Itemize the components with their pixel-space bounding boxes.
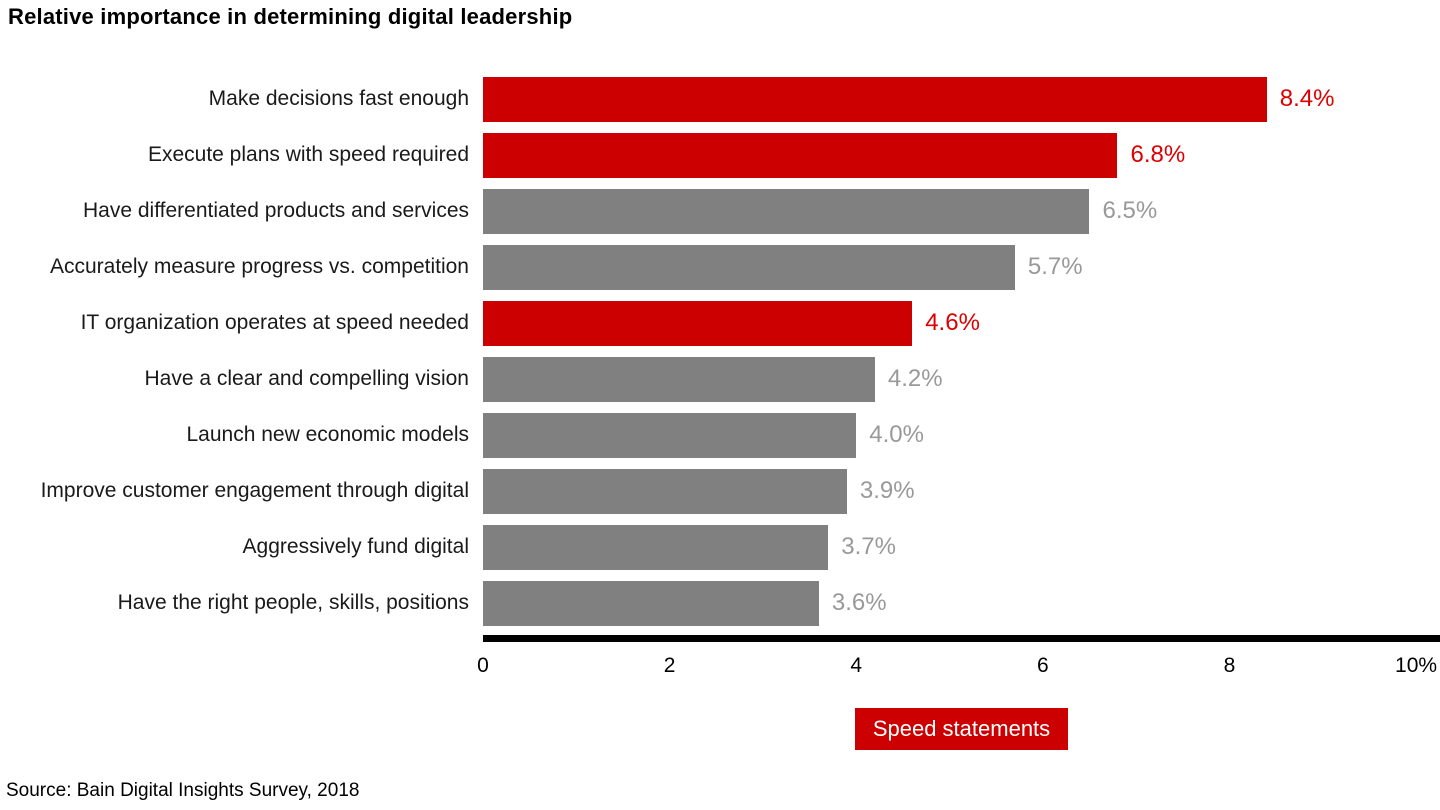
value-label: 4.2% <box>887 365 943 392</box>
x-tick-label: 8 <box>1223 654 1236 677</box>
category-label: Accurately measure progress vs. competit… <box>49 255 469 278</box>
bar-row: Have the right people, skills, positions… <box>0 575 1440 631</box>
plot-area: 8.4% <box>483 71 1440 127</box>
x-tick-label: 2 <box>663 654 676 677</box>
plot-area: 3.6% <box>483 575 1440 631</box>
x-tick-label: 10% <box>1395 654 1438 677</box>
category-label: Have differentiated products and service… <box>83 199 469 222</box>
bar <box>483 132 1118 178</box>
plot-area: 4.0% <box>483 407 1440 463</box>
x-tick-label: 4 <box>850 654 863 677</box>
bar-row: Have differentiated products and service… <box>0 183 1440 239</box>
bar <box>483 580 819 626</box>
page-title: Relative importance in determining digit… <box>8 4 573 29</box>
plot-area: 6.8% <box>483 127 1440 183</box>
value-label: 3.7% <box>841 533 896 560</box>
legend: Speed statements <box>483 708 1440 750</box>
category-label: IT organization operates at speed needed <box>80 311 469 334</box>
value-label: 6.5% <box>1102 197 1158 224</box>
value-label: 3.9% <box>859 477 915 504</box>
bar-row: Improve customer engagement through digi… <box>0 463 1440 519</box>
category-label: Have the right people, skills, positions <box>117 591 469 614</box>
bar <box>483 468 847 514</box>
plot-area: 4.2% <box>483 351 1440 407</box>
value-label: 3.6% <box>831 589 887 616</box>
value-label: 4.6% <box>925 309 980 336</box>
bar <box>483 188 1090 234</box>
x-tick-label: 6 <box>1037 654 1049 677</box>
value-label: 4.0% <box>869 421 924 448</box>
bar-row: Execute plans with speed required 6.8% <box>0 127 1440 183</box>
bar <box>483 412 857 458</box>
legend-speed-statements: Speed statements <box>854 708 1069 750</box>
category-label: Make decisions fast enough <box>208 87 469 110</box>
bar-chart: Make decisions fast enough 8.4% Execute … <box>0 71 1440 750</box>
source-note: Source: Bain Digital Insights Survey, 20… <box>6 780 360 801</box>
x-axis-line <box>483 635 1440 642</box>
bar <box>483 524 829 570</box>
bar-row: Accurately measure progress vs. competit… <box>0 239 1440 295</box>
plot-area: 4.6% <box>483 295 1440 351</box>
plot-area: 6.5% <box>483 183 1440 239</box>
plot-area: 5.7% <box>483 239 1440 295</box>
x-axis-ticks: 0 2 4 6 8 10% <box>477 642 1440 684</box>
category-label: Improve customer engagement through digi… <box>40 479 469 502</box>
value-label: 5.7% <box>1027 253 1083 280</box>
bar <box>483 76 1267 122</box>
bar-row: Launch new economic models 4.0% <box>0 407 1440 463</box>
bar-row: Have a clear and compelling vision 4.2% <box>0 351 1440 407</box>
bar-row: IT organization operates at speed needed… <box>0 295 1440 351</box>
bar <box>483 356 875 402</box>
bar <box>483 244 1015 290</box>
category-label: Execute plans with speed required <box>147 143 469 166</box>
plot-area: 3.7% <box>483 519 1440 575</box>
bar-row: Aggressively fund digital 3.7% <box>0 519 1440 575</box>
bar-row: Make decisions fast enough 8.4% <box>0 71 1440 127</box>
category-label: Launch new economic models <box>186 423 470 446</box>
category-label: Have a clear and compelling vision <box>144 367 469 390</box>
plot-area: 3.9% <box>483 463 1440 519</box>
value-label: 6.8% <box>1130 141 1186 168</box>
bar <box>483 300 913 346</box>
category-label: Aggressively fund digital <box>242 535 469 558</box>
value-label: 8.4% <box>1279 85 1335 112</box>
bars-container: Make decisions fast enough 8.4% Execute … <box>0 71 1440 631</box>
x-tick-label: 0 <box>477 654 489 677</box>
